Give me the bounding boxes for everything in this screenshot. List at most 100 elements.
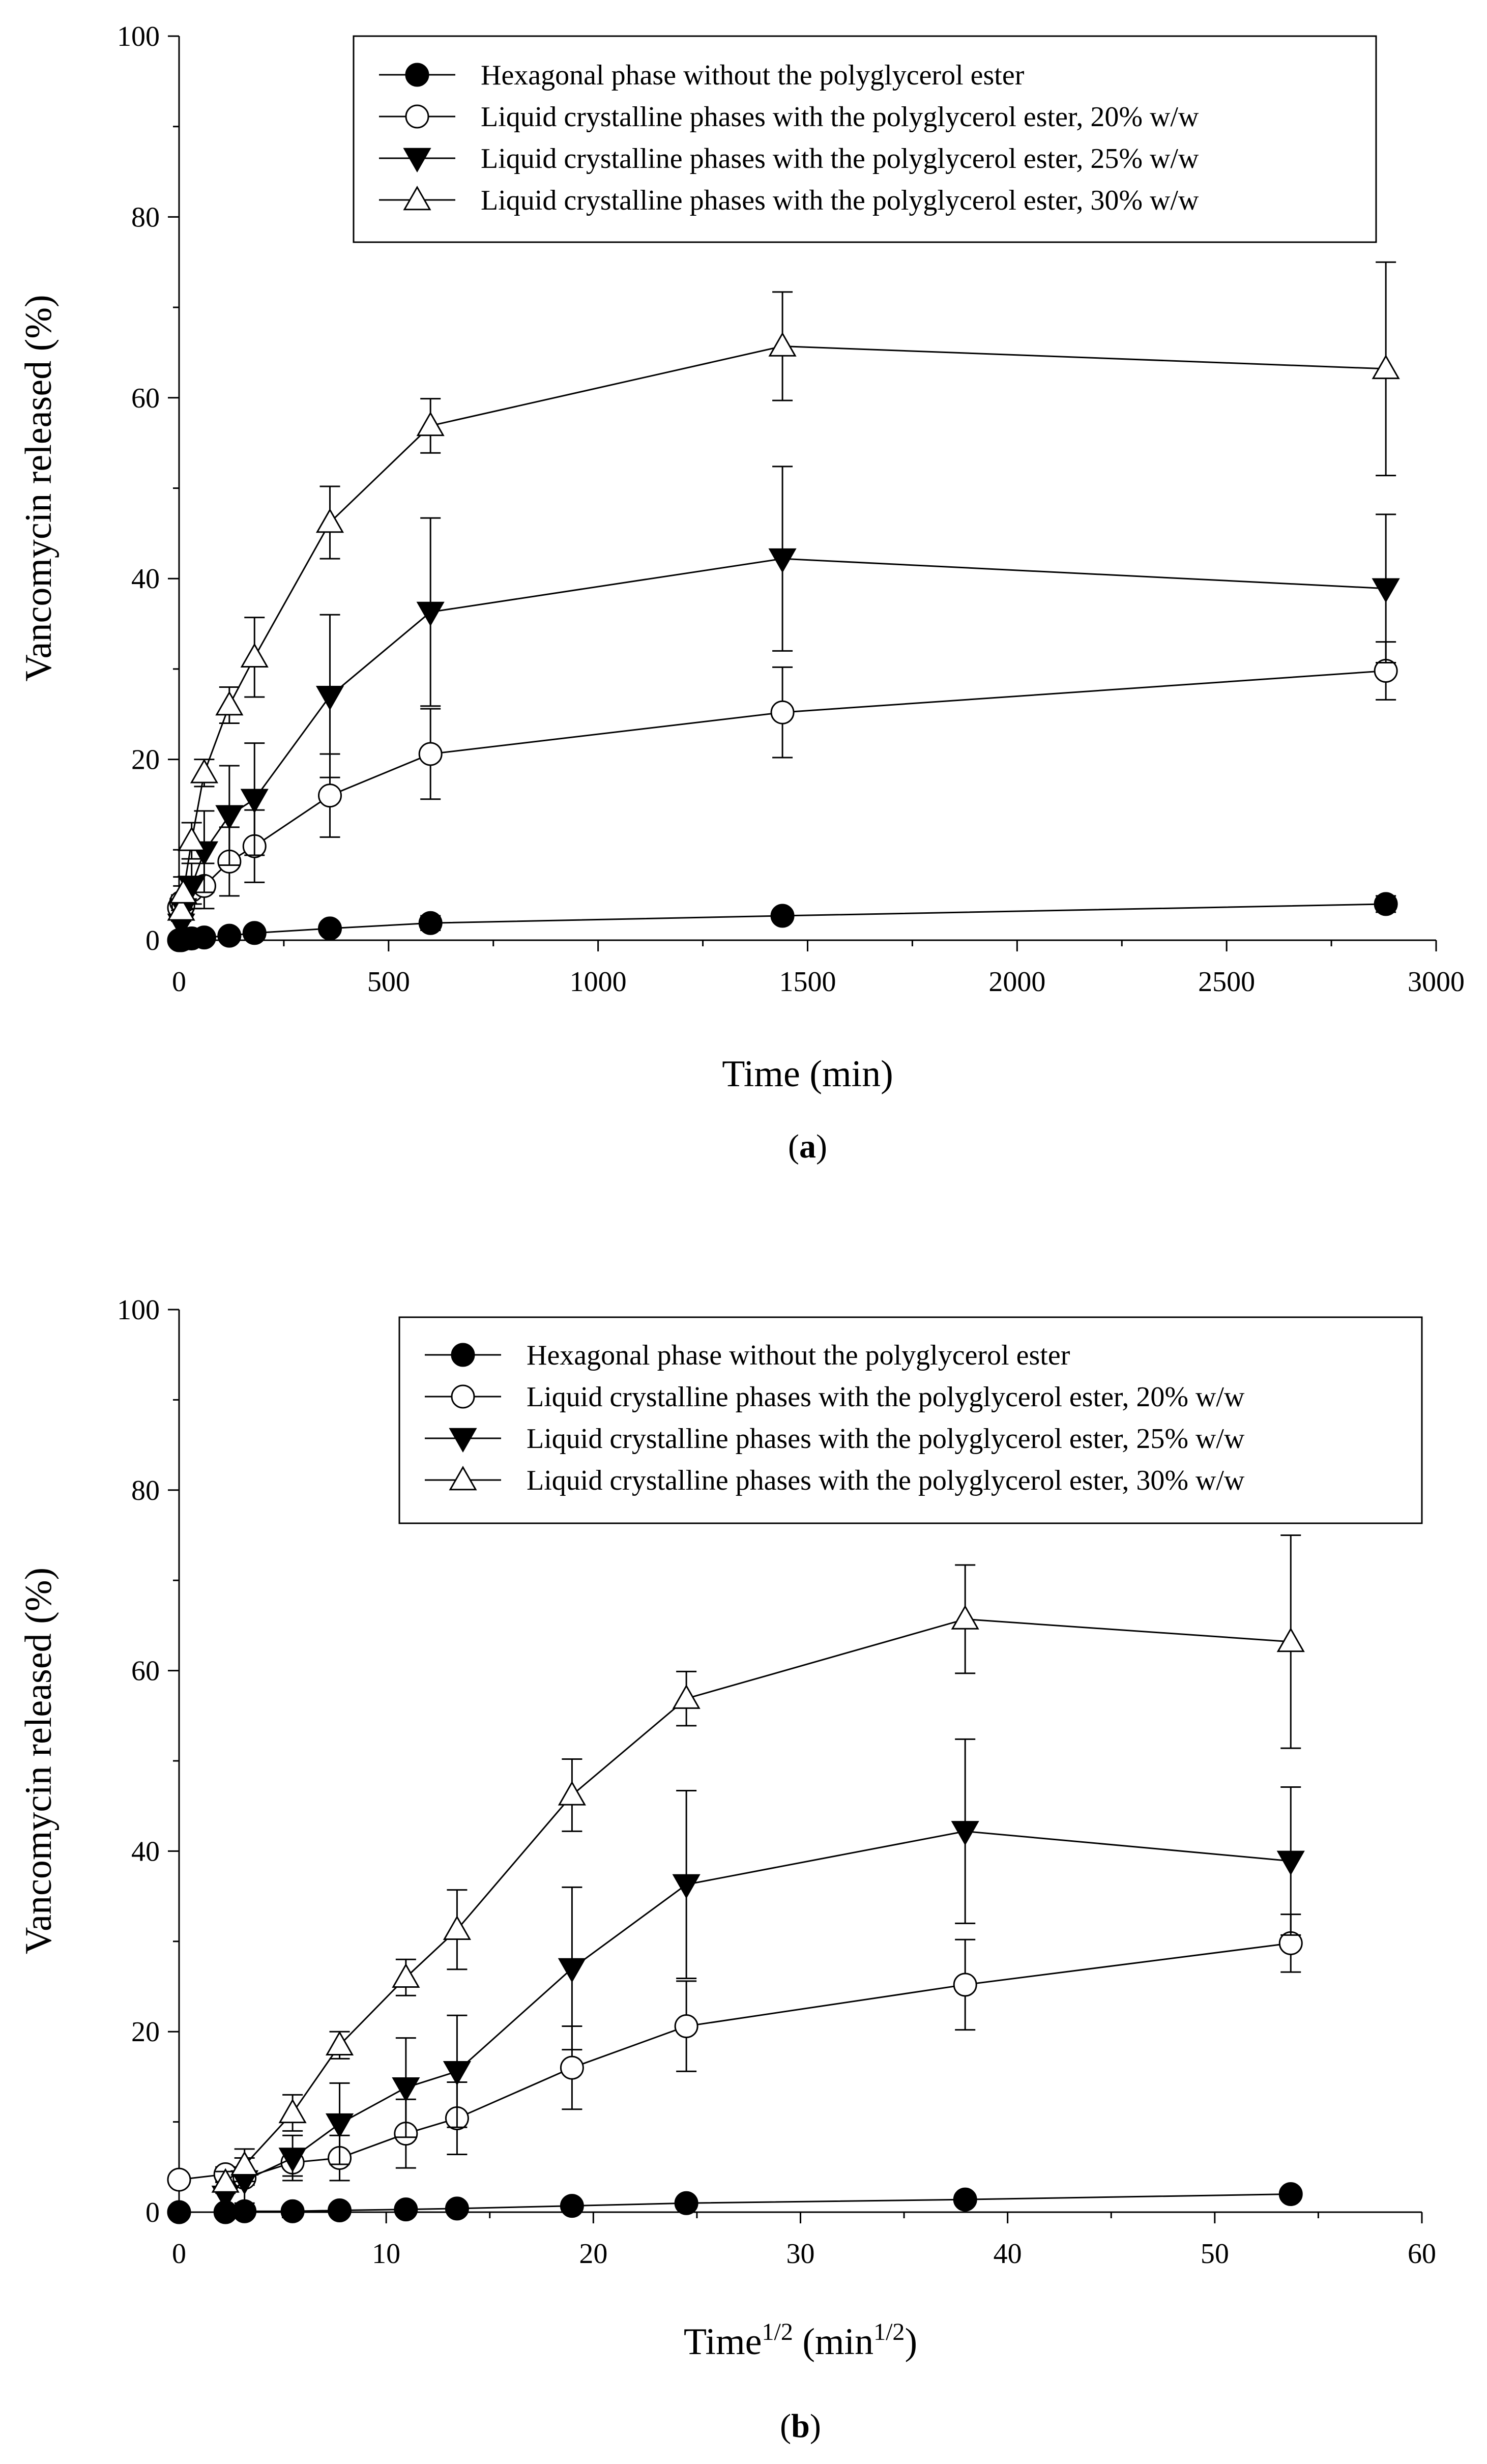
legend-entry: Liquid crystalline phases with the polyg… (425, 1423, 1245, 1455)
data-point (325, 2113, 354, 2138)
legend-marker (451, 1343, 475, 1367)
data-point (416, 601, 445, 626)
series-line (179, 1942, 1291, 2181)
x-tick-label: 3000 (1408, 966, 1465, 998)
data-point (230, 2151, 259, 2176)
data-point (394, 2197, 418, 2222)
legend-label: Liquid crystalline phases with the polyg… (527, 1423, 1245, 1455)
x-axis-title-part: Time (684, 2321, 762, 2363)
data-point (190, 759, 219, 784)
data-point (1372, 354, 1400, 380)
x-tick-label: 500 (367, 966, 410, 998)
panel-label: (a) (788, 1128, 827, 1165)
legend-entry: Liquid crystalline phases with the polyg… (379, 101, 1199, 133)
series-1 (167, 892, 1398, 952)
series-4 (211, 1534, 1305, 2194)
legend: Hexagonal phase without the polyglycerol… (398, 1316, 1423, 1524)
legend-marker (449, 1428, 477, 1453)
x-axis-title-part: (min (793, 2321, 873, 2363)
data-point (215, 690, 244, 716)
y-tick-label: 20 (131, 2016, 160, 2048)
series-4 (167, 261, 1400, 922)
panel-label-letter: a (799, 1128, 816, 1165)
y-axis-title: Vancomycin released (%) (18, 295, 60, 681)
x-axis-title-part: 1/2 (873, 2318, 905, 2345)
x-tick-label: 0 (172, 2238, 186, 2270)
legend-entry: Liquid crystalline phases with the polyg… (425, 1381, 1245, 1413)
data-point (560, 2055, 584, 2080)
legend: Hexagonal phase without the polyglycerol… (353, 35, 1377, 243)
x-tick-label: 20 (579, 2238, 607, 2270)
data-point (278, 2148, 307, 2172)
legend-box (353, 35, 1377, 243)
data-point (418, 742, 443, 766)
data-point (167, 896, 195, 921)
data-point (416, 411, 445, 437)
y-tick-label: 20 (131, 744, 160, 776)
data-point (558, 1958, 586, 1983)
y-tick-label: 60 (131, 383, 160, 414)
data-point (242, 921, 267, 945)
chart-panel-b: 0 20 40 60 80 100 0 10 20 30 40 50 60 Vancomycin rele… (18, 1294, 1436, 2445)
data-point (443, 1915, 472, 1940)
y-tick-label: 60 (131, 1656, 160, 1687)
legend-label: Hexagonal phase without the polyglycerol… (527, 1340, 1070, 1371)
x-axis-title: Time (min) (722, 1053, 893, 1095)
data-point (325, 2031, 354, 2056)
panel-label-close: ) (816, 1128, 827, 1165)
data-point (558, 1781, 586, 1806)
panel-label-open: ( (780, 2408, 791, 2445)
x-tick-label: 50 (1201, 2238, 1229, 2270)
data-point (953, 1973, 977, 1997)
data-point (770, 904, 795, 928)
data-point (1372, 578, 1400, 603)
legend-entry: Hexagonal phase without the polyglycerol… (379, 60, 1025, 91)
data-point (215, 805, 244, 830)
data-point (443, 2061, 472, 2086)
x-tick-label: 30 (786, 2238, 815, 2270)
data-point (1276, 1627, 1305, 1653)
legend-entry: Liquid crystalline phases with the polyg… (379, 143, 1199, 175)
data-point (674, 2191, 698, 2215)
x-tick-label: 0 (172, 966, 186, 998)
legend-label: Liquid crystalline phases with the polyg… (481, 185, 1199, 216)
data-point (951, 1821, 979, 1846)
panel-label: (b) (780, 2408, 821, 2445)
legend-marker (403, 148, 431, 173)
data-point (318, 784, 342, 808)
data-point (951, 1605, 979, 1630)
data-point (315, 508, 344, 533)
series-line (225, 1830, 1291, 2197)
legend-marker (405, 104, 429, 129)
x-tick-label: 60 (1408, 2238, 1436, 2270)
legend-box (398, 1316, 1423, 1524)
series-1 (167, 2182, 1303, 2224)
data-point (674, 2014, 698, 2039)
data-point (315, 685, 344, 711)
x-axis-title-part: ) (905, 2321, 917, 2363)
data-point (278, 2098, 307, 2124)
data-point (1374, 892, 1398, 916)
y-tick-label: 80 (131, 201, 160, 233)
data-point (1278, 2182, 1303, 2207)
series-2 (167, 641, 1398, 920)
data-point (953, 2187, 977, 2212)
y-tick-label: 100 (117, 21, 160, 52)
series-line (180, 558, 1386, 924)
data-point (768, 332, 797, 357)
legend-entry: Liquid crystalline phases with the polyg… (425, 1465, 1245, 1496)
data-point (672, 1684, 701, 1709)
data-point (392, 1963, 420, 1988)
data-point (768, 548, 797, 573)
data-point (167, 2167, 191, 2192)
y-tick-label: 80 (131, 1475, 160, 1506)
x-tick-label: 40 (994, 2238, 1022, 2270)
y-axis-title: Vancomycin released (%) (18, 1568, 60, 1954)
y-tick-label: 0 (145, 925, 160, 956)
data-point (211, 2168, 240, 2193)
panel-label-open: ( (788, 1128, 799, 1165)
x-tick-label: 1500 (779, 966, 836, 998)
data-point (392, 2077, 420, 2102)
